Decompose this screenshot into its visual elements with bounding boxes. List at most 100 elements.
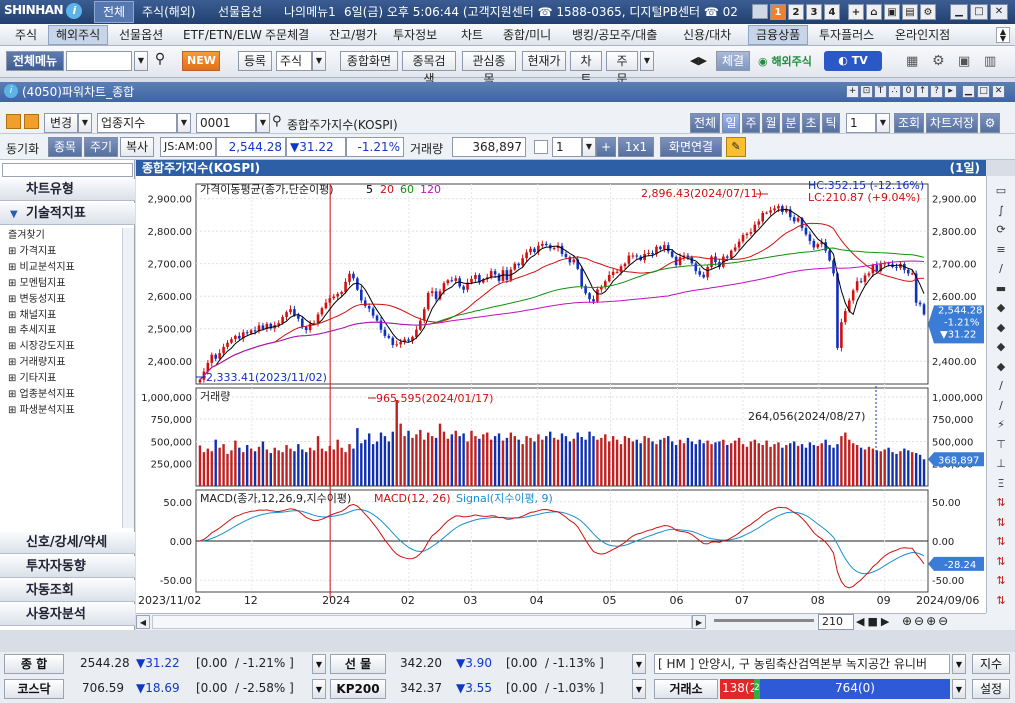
zoom-icons[interactable]: ⊕⊖⊕⊖: [902, 614, 951, 628]
futures-dropdown-icon[interactable]: ▼: [632, 654, 646, 674]
gear-icon[interactable]: ⚙: [932, 53, 945, 69]
menu-invest-info[interactable]: 투자정보: [393, 28, 438, 42]
kosdaq-dropdown-icon[interactable]: ▼: [312, 679, 326, 699]
pen-icon[interactable]: ✎: [726, 137, 746, 157]
arrow-tool-icon[interactable]: ⇅: [996, 515, 1006, 529]
menu-scroll-icon[interactable]: ▲ ▼: [996, 27, 1010, 43]
copy-button[interactable]: 복사: [120, 137, 154, 157]
menu-overseas-stock[interactable]: 해외주식: [48, 25, 109, 45]
change-button[interactable]: 변경: [44, 113, 78, 133]
arrow-tool-icon[interactable]: ⇅: [996, 535, 1006, 548]
grid-icon[interactable]: ▦: [906, 54, 919, 69]
toolbar-exec-button[interactable]: 체결: [716, 51, 750, 71]
win-t-icon[interactable]: T: [874, 85, 887, 98]
menu-credit[interactable]: 신용/대차: [683, 28, 732, 42]
menu-mini[interactable]: 종합/미니: [503, 28, 552, 42]
tree-item[interactable]: ⊞ 추세지표: [8, 325, 57, 337]
line-draw-tool-icon[interactable]: ∫: [998, 203, 1004, 217]
code-input[interactable]: 0001: [196, 113, 256, 133]
win-pin-icon[interactable]: ⊡: [860, 85, 873, 98]
menu-invest-plus[interactable]: 투자플러스: [819, 28, 875, 42]
tree-item[interactable]: ⊞ 채널지표: [8, 309, 57, 321]
sync-stock-button[interactable]: 종목: [48, 137, 82, 157]
indicator-search-input[interactable]: [2, 163, 133, 177]
zoom-slider[interactable]: [714, 619, 814, 622]
menu-banking[interactable]: 뱅킹/공모주/대출: [572, 28, 658, 42]
ray-tool-icon[interactable]: ∕: [999, 379, 1003, 392]
menu-order[interactable]: 주문체결: [265, 28, 310, 42]
list-icon[interactable]: [24, 114, 39, 129]
win-link-icon[interactable]: ∴: [888, 85, 901, 98]
tree-item[interactable]: ⊞ 파생분석지표: [8, 404, 75, 416]
toolbar-btn-stock-search[interactable]: 종목검색: [402, 51, 456, 86]
tree-scrollbar[interactable]: [122, 228, 134, 528]
period-month[interactable]: 월: [762, 113, 780, 133]
period-week[interactable]: 주: [742, 113, 760, 133]
marker-tool-icon[interactable]: ◆: [996, 340, 1006, 353]
win-fix-icon[interactable]: ▸: [944, 85, 957, 98]
toolbar-btn-summary[interactable]: 종합화면: [340, 51, 398, 71]
toolbar-arrows-icon[interactable]: ◀▶: [690, 54, 707, 67]
plus-icon[interactable]: +: [848, 4, 864, 20]
kospi-dropdown-icon[interactable]: ▼: [312, 654, 326, 674]
page-4-button[interactable]: 4: [824, 4, 840, 20]
close-icon[interactable]: ✕: [990, 4, 1008, 20]
tree-item[interactable]: ⊞ 비교분석지표: [8, 261, 75, 273]
settings-button[interactable]: 설정: [972, 679, 1010, 699]
win-minimize-icon[interactable]: ▁: [962, 85, 975, 98]
tree-item[interactable]: ⊞ 기타지표: [8, 373, 57, 385]
period-tick[interactable]: 틱: [822, 113, 840, 133]
kp200-dropdown-icon[interactable]: ▼: [632, 679, 646, 699]
period-count-input[interactable]: 1: [846, 113, 876, 133]
arrow-tool-icon[interactable]: ⇅: [996, 496, 1006, 509]
add-button[interactable]: +: [596, 137, 616, 157]
scroll-track[interactable]: [152, 615, 692, 629]
layout-1x1-button[interactable]: 1x1: [618, 137, 654, 157]
bottom-tool-icon[interactable]: ⊥: [996, 457, 1006, 470]
technical-indicator-header[interactable]: 기술적지표: [0, 203, 135, 225]
register-button[interactable]: 등록: [238, 51, 272, 71]
screen-link-button[interactable]: 화면연결: [660, 137, 722, 157]
period-second[interactable]: 초: [802, 113, 820, 133]
play-controls-icon[interactable]: ◀■▶: [856, 615, 893, 628]
page-2-button[interactable]: 2: [788, 4, 804, 20]
menu-chart[interactable]: 차트: [461, 28, 484, 42]
marker-tool-icon[interactable]: ◆: [996, 359, 1006, 373]
win-maximize-icon[interactable]: □: [977, 85, 990, 98]
menu-online-branch[interactable]: 온라인지점: [895, 28, 951, 42]
tree-item[interactable]: ⊞ 업종분석지표: [8, 389, 75, 401]
search-icon[interactable]: ⚲: [154, 51, 166, 67]
index-type-dropdown-icon[interactable]: ▼: [177, 113, 191, 133]
top-menu-mymenu[interactable]: 나의메뉴1: [284, 5, 336, 19]
chart-svg[interactable]: 2,900.00 2,900.00 2,800.00 2,800.00 2,700.00…: [136, 176, 986, 613]
index-type-select[interactable]: 업종지수: [97, 113, 177, 133]
windows-icon[interactable]: ▣: [958, 54, 971, 69]
toolbar-btn-price[interactable]: 현재가: [522, 51, 566, 71]
new-button[interactable]: NEW: [182, 51, 220, 71]
trend-tool-icon[interactable]: ∕: [999, 262, 1003, 275]
split-icon[interactable]: [6, 114, 21, 129]
page-3-button[interactable]: 3: [806, 4, 822, 20]
chart-type-header[interactable]: 차트유형: [0, 179, 135, 201]
menu-financial-products[interactable]: 금융상품: [748, 25, 809, 45]
period-minute[interactable]: 분: [782, 113, 800, 133]
top-tool-icon[interactable]: ⊤: [996, 437, 1006, 451]
code-dropdown-icon[interactable]: ▼: [256, 113, 270, 133]
menu-etf[interactable]: ETF/ETN/ELW: [183, 28, 262, 42]
count-input[interactable]: 1: [552, 137, 582, 157]
checkbox[interactable]: [534, 140, 548, 154]
page-1-button[interactable]: 1: [770, 4, 786, 20]
tree-item[interactable]: ⊞ 모멘텀지표: [8, 277, 66, 289]
all-menu-button[interactable]: 전체메뉴: [6, 51, 64, 71]
breadth-dropdown-icon[interactable]: ▼: [952, 679, 966, 699]
channel-tool-icon[interactable]: Ξ: [997, 476, 1005, 490]
investor-trend-header[interactable]: 투자자동향: [0, 556, 135, 578]
toolbar-btn-watchlist[interactable]: 관심종목: [462, 51, 516, 86]
period-count-dropdown-icon[interactable]: ▼: [876, 113, 890, 133]
change-dropdown-icon[interactable]: ▼: [78, 113, 92, 133]
hline-tool-icon[interactable]: ▬: [995, 281, 1007, 295]
menu-futures-options[interactable]: 선물옵션: [119, 28, 164, 42]
bar-count-input[interactable]: 210: [818, 614, 854, 630]
tv-button[interactable]: ◐ TV: [824, 51, 882, 71]
ray-tool-icon[interactable]: ∕: [999, 398, 1003, 412]
